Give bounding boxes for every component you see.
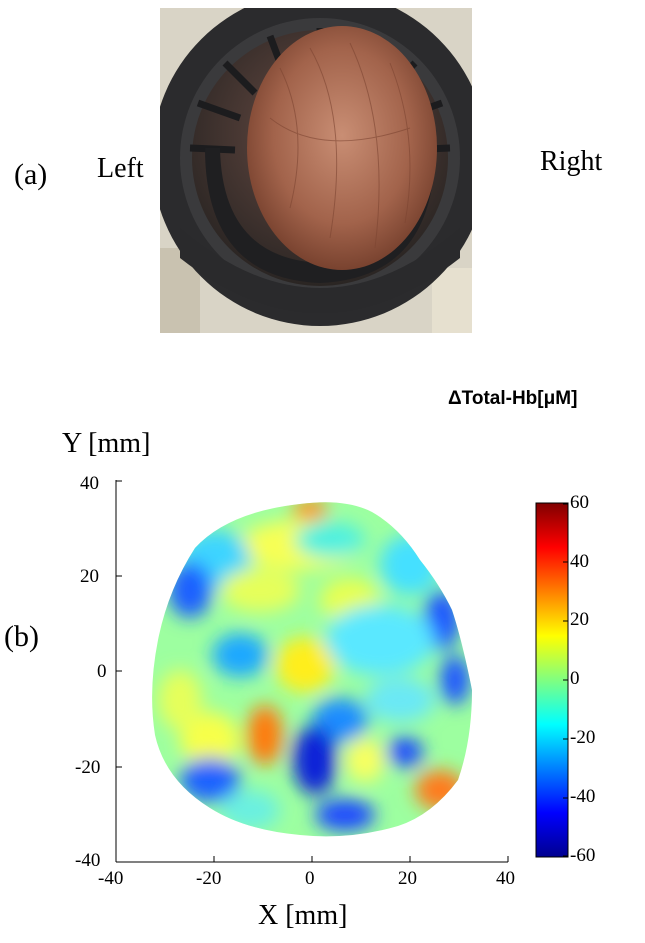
x-tick-label: 0: [305, 868, 315, 889]
right-label: Right: [540, 146, 603, 177]
y-tick-label: 0: [97, 661, 107, 682]
colorbar-ticks: [563, 503, 568, 857]
x-axis-title: X [mm]: [258, 900, 348, 931]
x-tick-label: 40: [496, 868, 515, 889]
colorbar-tick-label: 0: [570, 668, 580, 689]
head-photo: [160, 8, 472, 333]
axis-ticks: [115, 480, 509, 863]
panel-a-label: (a): [14, 158, 48, 191]
colorbar-tick-label: -40: [570, 786, 596, 807]
colorbar-tick-label: 40: [570, 551, 589, 572]
y-tick-label: 40: [80, 473, 99, 494]
left-label: Left: [97, 153, 144, 184]
x-tick-label: -20: [196, 868, 222, 889]
x-tick-label: -40: [98, 868, 124, 889]
y-tick-label: 20: [80, 566, 99, 587]
y-tick-label: -40: [75, 850, 101, 871]
x-tick-label: 20: [398, 868, 417, 889]
colorbar-title: ΔTotal-Hb[μM]: [448, 388, 578, 409]
heatmap-surface: [152, 502, 472, 837]
y-axis-title: Y [mm]: [62, 428, 151, 459]
colorbar-tick-label: -60: [570, 845, 596, 866]
colorbar-tick-label: -20: [570, 727, 596, 748]
colorbar-tick-label: 60: [570, 492, 589, 513]
colorbar-tick-label: 20: [570, 609, 589, 630]
colorbar: [535, 502, 569, 858]
panel-b-label: (b): [4, 620, 39, 653]
y-tick-label: -20: [75, 757, 101, 778]
head-holder-illustration: [160, 8, 472, 333]
